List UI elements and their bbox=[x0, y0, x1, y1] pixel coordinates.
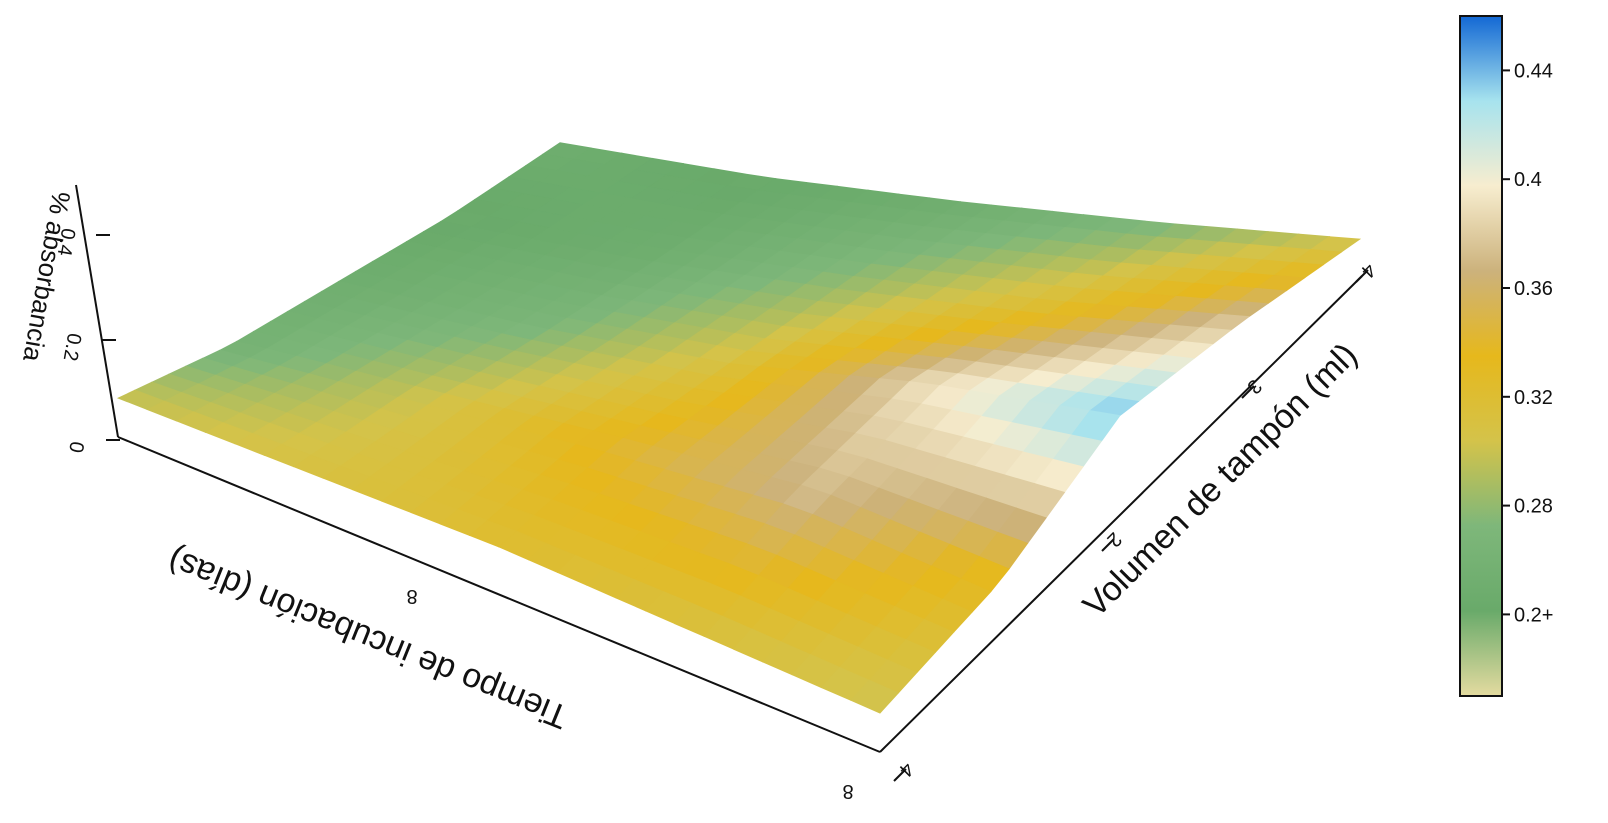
colorbar-tick-label: 0.28 bbox=[1514, 496, 1553, 518]
y-tick-mark bbox=[893, 768, 907, 782]
colorbar-gradient bbox=[1459, 15, 1503, 697]
x-tick-label: 8 bbox=[406, 585, 417, 607]
z-tick-label: 0 bbox=[64, 440, 88, 455]
colorbar-tick-label: 0.44 bbox=[1514, 60, 1553, 82]
x-axis-title: Tiempo de incubación (días) bbox=[162, 540, 573, 735]
x-axis-line bbox=[117, 436, 881, 753]
surface-plot bbox=[116, 142, 1362, 714]
y-tick-mark bbox=[1355, 269, 1369, 283]
x-tick-label: 8 bbox=[842, 780, 853, 802]
surface-cell bbox=[850, 679, 900, 714]
z-tick-label: 0.4 bbox=[53, 226, 79, 257]
colorbar-tick-label: 0.4 bbox=[1514, 169, 1542, 191]
y-tick-mark bbox=[1101, 538, 1115, 552]
colorbar: 0.2+ 0.28 0.32 0.36 0.4 0.44 bbox=[1459, 15, 1553, 697]
colorbar-tick-label: 0.2+ bbox=[1514, 604, 1553, 626]
z-axis-line bbox=[75, 184, 119, 438]
colorbar-tick-label: 0.32 bbox=[1514, 387, 1553, 409]
y-tick-mark bbox=[1241, 385, 1255, 399]
z-tick-label: 0.2 bbox=[59, 331, 85, 362]
colorbar-tick-label: 0.36 bbox=[1514, 278, 1553, 300]
y-axis-line bbox=[879, 275, 1363, 753]
